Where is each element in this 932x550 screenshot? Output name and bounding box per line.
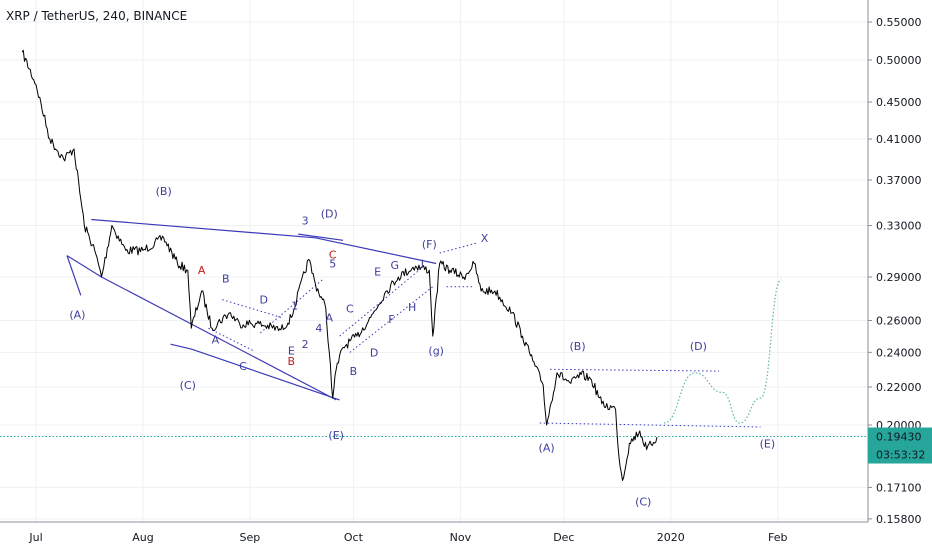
- y-tick-label: 0.41000: [876, 133, 922, 146]
- trendline: [439, 242, 478, 254]
- wave-label: H: [408, 301, 416, 314]
- trendline: [539, 422, 761, 428]
- price-badges: 0.19430 03:53:32: [868, 427, 932, 464]
- current-price-label: 0.19430: [876, 431, 922, 444]
- wave-label: 5: [329, 258, 336, 271]
- wave-label: (E): [328, 429, 344, 442]
- wave-label: 4: [315, 322, 322, 335]
- forecast-path: [663, 279, 782, 424]
- trendline: [66, 255, 82, 296]
- wave-label: D: [370, 346, 378, 359]
- chart-title: XRP / TetherUS, 240, BINANCE: [6, 9, 188, 23]
- wave-label: I: [421, 258, 424, 271]
- y-tick-label: 0.55000: [876, 16, 922, 29]
- wave-label: 3: [302, 215, 309, 228]
- x-tick-label: Feb: [768, 531, 787, 544]
- grid: [0, 0, 868, 522]
- wave-label: B: [222, 272, 230, 285]
- trendline: [170, 343, 340, 401]
- x-tick-label: Sep: [240, 531, 261, 544]
- trendline: [349, 286, 434, 353]
- wave-label: B: [350, 365, 358, 378]
- price-line: [21, 49, 658, 481]
- trendline: [91, 218, 437, 265]
- wave-label: (B): [570, 340, 586, 353]
- trendline: [550, 368, 720, 372]
- y-tick-label: 0.22000: [876, 381, 922, 394]
- countdown-label: 03:53:32: [876, 449, 925, 462]
- wave-label: C: [329, 248, 337, 261]
- wave-label: A: [198, 264, 206, 277]
- wave-label: (E): [760, 437, 776, 450]
- wave-label: (g): [428, 345, 444, 358]
- trendline: [259, 279, 323, 334]
- x-tick-label: Jul: [28, 531, 42, 544]
- wave-label: (B): [156, 185, 172, 198]
- x-tick-label: Oct: [344, 531, 364, 544]
- price-series: [21, 49, 658, 481]
- trendlines: [0, 218, 868, 438]
- wave-label: (A): [69, 308, 85, 321]
- wave-label: G: [391, 259, 400, 272]
- wave-label: C: [239, 360, 247, 373]
- wave-label: (F): [422, 238, 437, 251]
- wave-label: (C): [180, 379, 196, 392]
- y-tick-label: 0.29000: [876, 271, 922, 284]
- wave-label: C: [346, 302, 354, 315]
- y-tick-label: 0.37000: [876, 174, 922, 187]
- wave-label: A: [212, 333, 220, 346]
- wave-label: A: [326, 311, 334, 324]
- axes: Jul Aug Sep Oct Nov Dec 2020 Feb 0.55000 0.50000 0…: [0, 0, 922, 544]
- wave-label: B: [288, 355, 296, 368]
- x-tick-label: 2020: [657, 531, 685, 544]
- wave-label: X: [481, 232, 489, 245]
- current-price-badge: [868, 427, 932, 446]
- wave-label: F: [388, 313, 394, 326]
- wave-label: (D): [690, 340, 707, 353]
- trendline: [208, 327, 254, 352]
- wave-label: (D): [321, 208, 338, 221]
- y-tick-label: 0.33000: [876, 220, 922, 233]
- y-tick-label: 0.50000: [876, 54, 922, 67]
- forecast-curve: [663, 279, 782, 424]
- x-tick-label: Nov: [450, 531, 472, 544]
- wave-label: E: [288, 345, 295, 358]
- trendline: [298, 233, 344, 241]
- y-tick-label: 0.17100: [876, 481, 922, 494]
- y-tick-label: 0.45000: [876, 96, 922, 109]
- countdown-badge: [868, 445, 932, 464]
- wave-label: D: [259, 294, 267, 307]
- y-tick-label: 0.15800: [876, 513, 922, 526]
- x-tick-label: Dec: [553, 531, 574, 544]
- wave-label: (C): [635, 496, 651, 509]
- x-tick-label: Aug: [132, 531, 153, 544]
- wave-label: 1: [291, 300, 298, 313]
- wave-label: E: [374, 266, 381, 279]
- wave-label: (A): [539, 442, 555, 455]
- y-tick-label: 0.26000: [876, 314, 922, 327]
- y-tick-label: 0.24000: [876, 346, 922, 359]
- wave-label: 2: [302, 338, 309, 351]
